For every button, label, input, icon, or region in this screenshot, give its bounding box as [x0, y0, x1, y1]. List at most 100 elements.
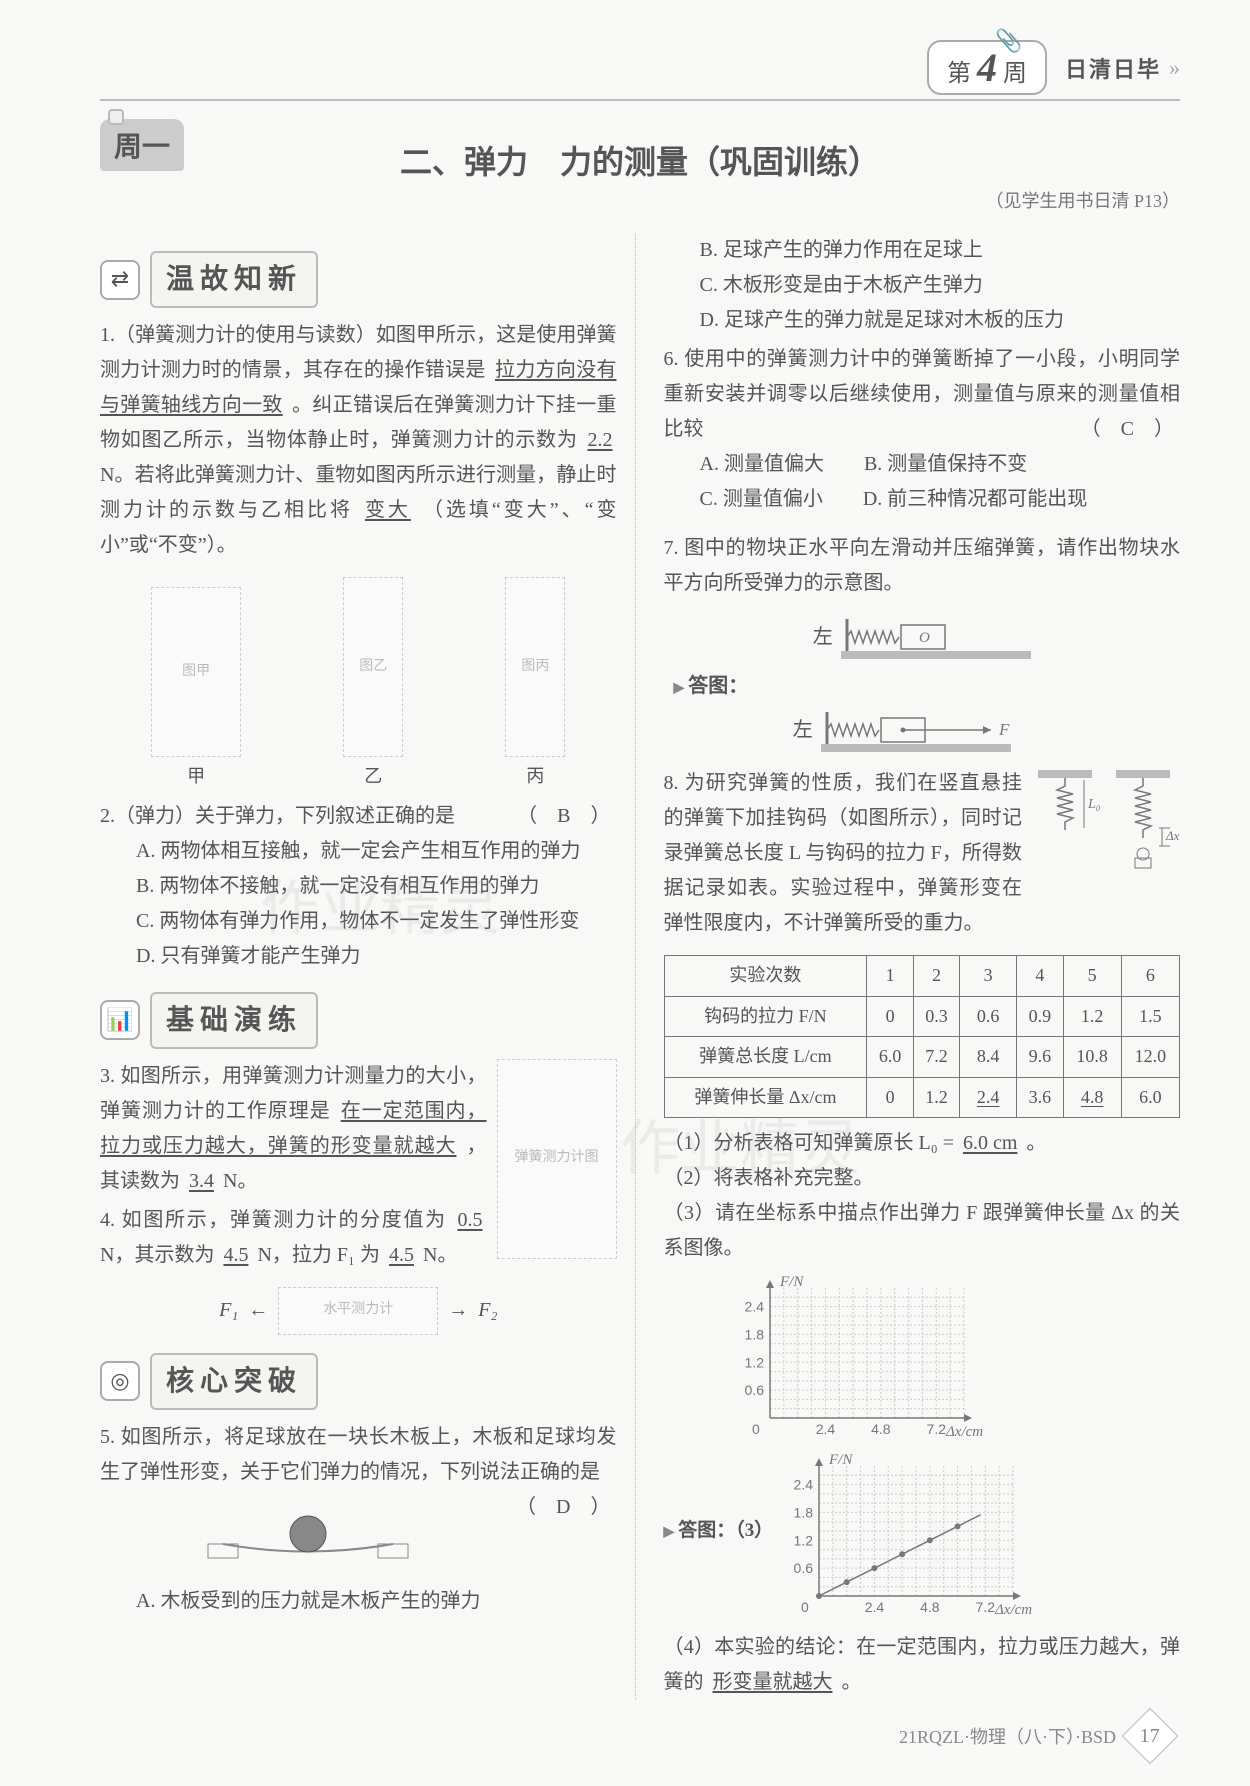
question-5: 5. 如图所示，将足球放在一块长木板上，木板和足球均发生了弹性形变，关于它们弹力…: [100, 1420, 617, 1490]
q6-answer: （ C ）: [1081, 412, 1174, 447]
table-header-label: 实验次数: [664, 956, 867, 997]
day-tag: 周一: [100, 119, 184, 171]
q5-answer: （ D ）: [516, 1490, 610, 1525]
q6-opt-a: A. 测量值偏大: [700, 447, 824, 482]
q8-table: 实验次数123456 钩码的拉力 F/N00.30.60.91.21.5弹簧总长…: [664, 955, 1181, 1118]
q4-arrow-right-label: F₂: [478, 1293, 497, 1328]
q7-block-spring-icon: O: [841, 615, 1031, 659]
section-title: 温故知新: [150, 251, 318, 308]
figure-jia: 图甲: [151, 587, 241, 757]
q8-answer-chart-row: 答图：（3） 0.61.21.82.42.44.87.20F/NΔx/cm: [664, 1444, 1181, 1622]
spring-hang-icon: L₀ Δx: [1030, 766, 1180, 896]
q8-sub1-ans: 6.0 cm: [959, 1132, 1021, 1154]
svg-text:2.4: 2.4: [815, 1421, 835, 1437]
table-cell: 9.6: [1017, 1037, 1063, 1078]
q5-opt-c: C. 木板形变是由于木板产生弹力: [700, 268, 1181, 303]
svg-text:0.6: 0.6: [794, 1560, 814, 1576]
table-cell: 0: [867, 996, 913, 1037]
svg-text:L₀: L₀: [1087, 797, 1101, 812]
q4-answer-b: 4.5: [219, 1244, 252, 1266]
table-row-label: 钩码的拉力 F/N: [664, 996, 867, 1037]
question-2: 2.（弹力）关于弹力，下列叙述正确的是 （ B ） A. 两物体相互接触，就一定…: [100, 799, 617, 974]
q8-sub1: （1）分析表格可知弹簧原长 L₀ = 6.0 cm 。: [664, 1126, 1181, 1161]
table-row-label: 弹簧伸长量 Δx/cm: [664, 1077, 867, 1118]
q8-sub1-b: 。: [1026, 1132, 1046, 1154]
clip-icon: 📎: [995, 28, 1015, 48]
svg-text:0.6: 0.6: [744, 1382, 764, 1398]
q8-sub4-ans: 形变量就越大: [709, 1671, 837, 1693]
page-number-badge: 17: [1122, 1708, 1179, 1765]
q3-figure: 弹簧测力计图: [497, 1059, 617, 1259]
question-3: 弹簧测力计图 3. 如图所示，用弹簧测力计测量力的大小，弹簧测力计的工作原理是 …: [100, 1059, 617, 1273]
section-heading-core: ◎ 核心突破: [100, 1353, 617, 1410]
q5-options-cont: B. 足球产生的弹力作用在足球上 C. 木板形变是由于木板产生弹力 D. 足球产…: [664, 233, 1181, 338]
table-row: 钩码的拉力 F/N00.30.60.91.21.5: [664, 996, 1180, 1037]
table-header-col: 2: [913, 956, 959, 997]
table-cell: 0: [867, 1077, 913, 1118]
arrow-right-icon: »: [1169, 55, 1180, 81]
svg-text:1.2: 1.2: [794, 1532, 814, 1548]
arrows-icon: ⇄: [100, 260, 140, 300]
q2-opt-c: C. 两物体有弹力作用，物体不一定发生了弹性形变: [136, 904, 617, 939]
table-header-col: 5: [1063, 956, 1121, 997]
table-cell: 3.6: [1017, 1077, 1063, 1118]
q5-opt-b: B. 足球产生的弹力作用在足球上: [700, 233, 1181, 268]
page-header: 📎 第 4 周 日清日毕 »: [100, 40, 1180, 101]
q8-text: 8. 为研究弹簧的性质，我们在竖直悬挂的弹簧下加挂钩码（如图所示），同时记录弹簧…: [664, 772, 1023, 934]
q5-opt-d: D. 足球产生的弹力就是足球对木板的压力: [700, 303, 1181, 338]
svg-text:7.2: 7.2: [976, 1599, 996, 1615]
question-8: L₀ Δx 8. 为研究弹簧的性质，我们在竖直悬挂的弹簧下加挂钩码（如图所示），…: [664, 766, 1181, 941]
q8-sub3: （3）请在坐标系中描点作出弹力 F 跟弹簧伸长量 Δx 的关系图像。: [664, 1196, 1181, 1266]
table-cell: 4.8: [1063, 1077, 1121, 1118]
svg-text:2.4: 2.4: [794, 1477, 814, 1493]
table-row: 弹簧总长度 L/cm6.07.28.49.610.812.0: [664, 1037, 1180, 1078]
page-number: 17: [1140, 1725, 1160, 1748]
table-cell: 0.3: [913, 996, 959, 1037]
arrow-right-icon: →: [448, 1293, 468, 1328]
q8-answer-chart: 0.61.21.82.42.44.87.20F/NΔx/cm: [783, 1452, 1023, 1622]
q5-options: A. 木板受到的压力就是木板产生的弹力: [100, 1584, 617, 1619]
q4-figure: 水平测力计: [278, 1287, 438, 1335]
q7-answer-icon: F: [821, 708, 1051, 752]
page-footer: 21RQZL·物理（八·下）·BSD 17: [899, 1716, 1170, 1756]
q7-text: 7. 图中的物块正水平向左滑动并压缩弹簧，请作出物块水平方向所受弹力的示意图。: [664, 537, 1181, 594]
table-cell: 1.2: [1063, 996, 1121, 1037]
figure-yi: 图乙: [343, 577, 403, 757]
table-header-col: 1: [867, 956, 913, 997]
table-header-col: 3: [960, 956, 1017, 997]
table-header-col: 4: [1017, 956, 1063, 997]
table-row: 弹簧伸长量 Δx/cm01.22.43.64.86.0: [664, 1077, 1180, 1118]
answer-label: 答图：（3）: [664, 1520, 774, 1541]
q2-opt-b: B. 两物体不接触，就一定没有相互作用的弹力: [136, 869, 617, 904]
q6-opt-d: D. 前三种情况都可能出现: [863, 482, 1087, 517]
answer-label: 答图：: [674, 675, 749, 697]
week-prefix: 第: [947, 53, 971, 88]
question-6: 6. 使用中的弹簧测力计中的弹簧断掉了一小段，小明同学重新安装并调零以后继续使用…: [664, 342, 1181, 517]
target-icon: ◎: [100, 1361, 140, 1401]
q3-text-c: N。: [223, 1170, 257, 1192]
q4-text-c: N，拉力: [257, 1244, 331, 1266]
q7-left-label-2: 左: [793, 713, 813, 748]
svg-text:1.8: 1.8: [794, 1504, 814, 1520]
q6-opt-b: B. 测量值保持不变: [864, 447, 1027, 482]
right-column: B. 足球产生的弹力作用在足球上 C. 木板形变是由于木板产生弹力 D. 足球产…: [660, 233, 1181, 1700]
section-heading-review: ⇄ 温故知新: [100, 251, 617, 308]
table-cell: 2.4: [960, 1077, 1017, 1118]
chart-icon: 📊: [100, 1000, 140, 1040]
q1-answer-c: 变大: [361, 499, 415, 521]
table-header-row: 实验次数123456: [664, 956, 1180, 997]
q2-opt-d: D. 只有弹簧才能产生弹力: [136, 939, 617, 974]
page-title: 二、弹力 力的测量（巩固训练）: [100, 137, 1180, 183]
table-cell: 12.0: [1121, 1037, 1179, 1078]
figure-bing: 图丙: [505, 577, 565, 757]
svg-text:4.8: 4.8: [920, 1599, 940, 1615]
q8-figure: L₀ Δx: [1030, 766, 1180, 896]
q3-answer-b: 3.4: [185, 1170, 218, 1192]
table-header-col: 6: [1121, 956, 1179, 997]
week-number: 4: [977, 44, 997, 91]
section-title: 基础演练: [150, 992, 318, 1049]
q7-F-label: F: [998, 720, 1010, 739]
table-row-label: 弹簧总长度 L/cm: [664, 1037, 867, 1078]
table-cell: 7.2: [913, 1037, 959, 1078]
svg-text:Δx/cm: Δx/cm: [994, 1602, 1032, 1618]
